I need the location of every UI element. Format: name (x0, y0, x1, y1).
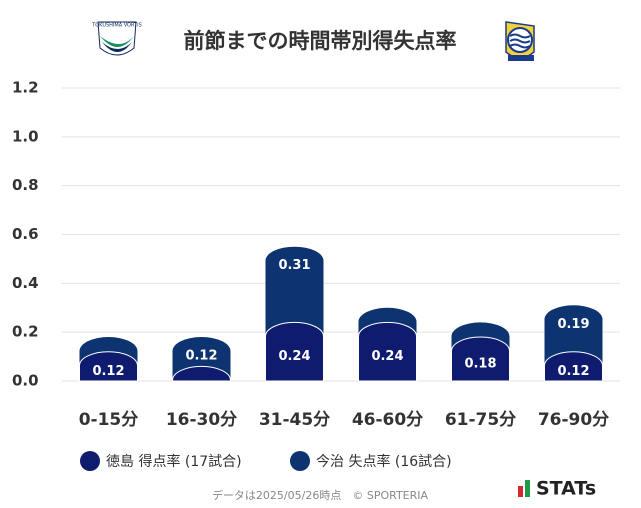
bar (544, 351, 603, 382)
data-label: 0.31 (278, 258, 310, 273)
y-tick-label: 0.8 (12, 176, 39, 194)
bar (358, 321, 417, 382)
x-tick-label: 61-75分 (445, 410, 516, 430)
legend-label: 徳島 得点率 (17試合) (106, 453, 242, 470)
y-tick-label: 0.0 (12, 372, 39, 390)
data-label: 0.18 (464, 357, 496, 372)
data-label: 0.12 (92, 364, 124, 379)
x-tick-label: 0-15分 (79, 410, 139, 430)
footer: データは2025/05/26時点 © SPORTERIA (212, 488, 429, 502)
legend-label: 今治 失点率 (16試合) (316, 453, 452, 470)
y-tick-label: 0.2 (12, 323, 39, 341)
bar (451, 336, 510, 382)
y-tick-label: 1.2 (12, 79, 39, 97)
data-label: 0.24 (371, 349, 403, 364)
bar (172, 365, 231, 382)
x-tick-label: 76-90分 (538, 410, 609, 430)
brand: STATs (536, 478, 596, 500)
bar (79, 351, 138, 382)
data-label: 0.24 (278, 349, 310, 364)
y-tick-label: 1.0 (12, 127, 39, 145)
logo-right (505, 21, 535, 61)
logo-left: TOKUSHIMA VORTIS (91, 21, 142, 56)
data-label: 0.12 (557, 364, 589, 379)
data-label: 0.19 (557, 317, 589, 332)
y-tick-label: 0.4 (12, 274, 39, 292)
x-tick-label: 46-60分 (352, 410, 423, 430)
chart-title: 前節までの時間帯別得失点率 (184, 29, 457, 53)
bar (265, 321, 324, 382)
brand-logo: STATs (518, 478, 596, 500)
y-tick-label: 0.6 (12, 225, 39, 243)
x-tick-label: 31-45分 (259, 410, 330, 430)
x-tick-label: 16-30分 (166, 410, 237, 430)
data-label: 0.12 (185, 349, 217, 364)
legend-marker (290, 451, 310, 471)
legend-marker (80, 451, 100, 471)
logo-text: TOKUSHIMA VORTIS (91, 23, 142, 29)
